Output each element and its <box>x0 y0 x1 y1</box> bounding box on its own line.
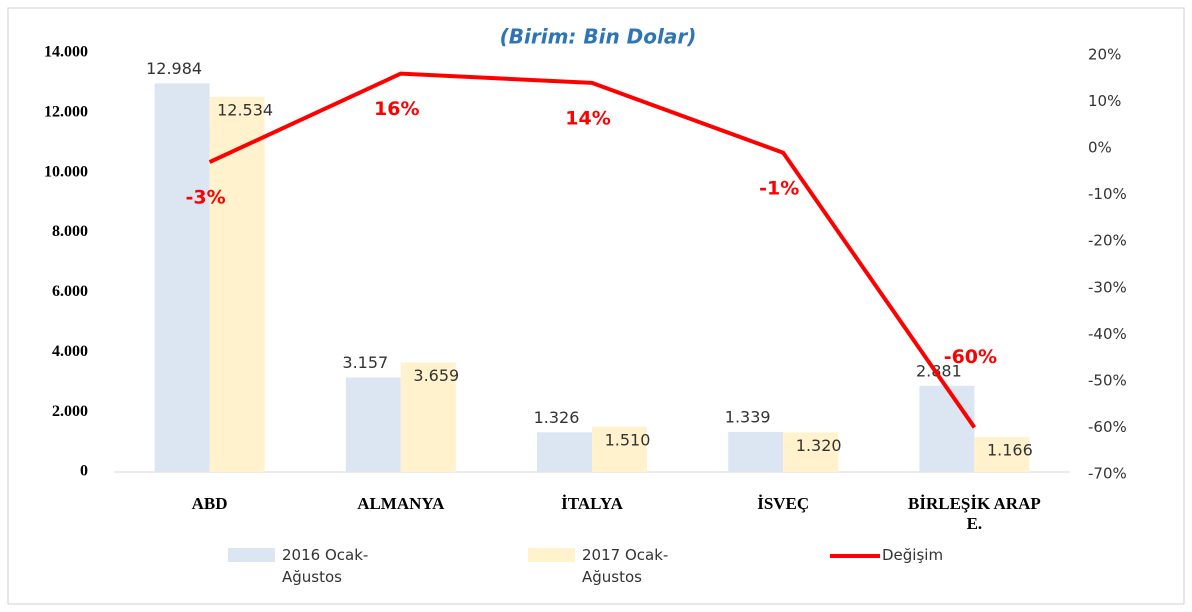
bar-value-label: 1.510 <box>605 430 651 449</box>
y-tick-label: 12.000 <box>44 104 88 121</box>
line-value-label: -1% <box>759 177 799 199</box>
y2-tick-label: -70% <box>1088 465 1127 483</box>
line-value-label: -3% <box>186 187 226 209</box>
bar <box>919 385 975 472</box>
y-tick-label: 4.000 <box>52 343 88 360</box>
bar <box>728 431 784 472</box>
bar <box>974 437 1030 472</box>
legend-label: Değişim <box>882 546 944 564</box>
legend-swatch <box>228 548 275 562</box>
legend-label: 2017 Ocak-Ağustos <box>582 546 669 586</box>
x-tick-label: ALMANYA <box>357 494 445 513</box>
chart-subtitle: (Birim: Bin Dolar) <box>500 25 697 49</box>
bar-value-label: 1.166 <box>987 441 1033 460</box>
bar <box>400 362 456 472</box>
y-tick-label: 14.000 <box>44 44 88 61</box>
y2-tick-label: 0% <box>1088 139 1112 157</box>
bar <box>592 426 647 472</box>
y2-tick-label: -60% <box>1088 418 1127 436</box>
y2-tick-label: -20% <box>1088 232 1127 250</box>
y-tick-label: 2.000 <box>52 403 88 420</box>
y-tick-label: 6.000 <box>52 283 88 300</box>
x-tick-label: BİRLEŞİK ARAP E. <box>908 494 1041 533</box>
y2-tick-label: -40% <box>1088 325 1127 343</box>
legend-swatch <box>528 548 575 562</box>
bar-value-label: 3.659 <box>413 366 459 385</box>
y-tick-label: 8.000 <box>52 223 88 240</box>
legend-label: 2016 Ocak-Ağustos <box>282 546 369 586</box>
y-tick-label: 10.000 <box>44 163 88 180</box>
y2-tick-label: 10% <box>1088 92 1121 110</box>
bar-value-label: 3.157 <box>342 353 388 372</box>
bar <box>537 432 592 472</box>
y2-tick-label: 20% <box>1088 46 1121 64</box>
bar <box>154 83 210 473</box>
y2-tick-label: -30% <box>1088 278 1127 296</box>
bar-value-label: 1.339 <box>725 407 771 426</box>
bar-value-label: 12.534 <box>217 100 273 119</box>
y2-tick-label: -10% <box>1088 185 1127 203</box>
y-tick-label: 0 <box>80 463 88 480</box>
bar-value-label: 1.326 <box>534 408 580 427</box>
bar <box>345 377 401 472</box>
line-value-label: 16% <box>374 98 419 120</box>
bar <box>209 96 265 473</box>
line-value-label: 14% <box>565 107 610 129</box>
line-series <box>208 71 977 429</box>
x-tick-label: İTALYA <box>561 494 623 513</box>
bar-value-label: 12.984 <box>146 59 202 78</box>
bar-value-label: 1.320 <box>796 436 842 455</box>
line-value-label: -60% <box>944 346 997 368</box>
y2-tick-label: -50% <box>1088 371 1127 389</box>
bar-value-label: 2.881 <box>916 361 962 380</box>
bar <box>783 432 839 472</box>
x-tick-label: İSVEÇ <box>757 494 810 513</box>
x-tick-label: ABD <box>191 494 228 513</box>
